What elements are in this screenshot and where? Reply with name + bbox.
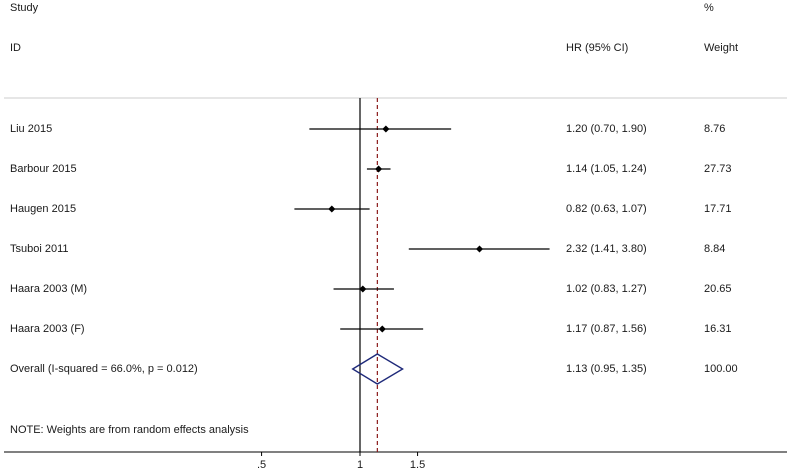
study-hr-ci: 1.20 (0.70, 1.90) bbox=[566, 123, 647, 135]
study-header: Study bbox=[10, 2, 39, 14]
weight-header: Weight bbox=[704, 42, 739, 54]
hr-header: HR (95% CI) bbox=[566, 42, 629, 54]
study-weight: 8.84 bbox=[704, 243, 726, 255]
study-hr-ci: 0.82 (0.63, 1.07) bbox=[566, 203, 647, 215]
study-hr-ci: 1.02 (0.83, 1.27) bbox=[566, 283, 647, 295]
x-tick-label: 1 bbox=[357, 459, 363, 471]
point-estimate-marker bbox=[328, 205, 336, 213]
study-id: Tsuboi 2011 bbox=[10, 243, 69, 255]
study-weight: 20.65 bbox=[704, 283, 732, 295]
study-id: Haara 2003 (M) bbox=[10, 283, 88, 295]
point-estimate-marker bbox=[359, 285, 367, 293]
overall-label: Overall (I-squared = 66.0%, p = 0.012) bbox=[10, 363, 198, 375]
overall-diamond bbox=[351, 353, 404, 385]
x-tick-label: .5 bbox=[257, 459, 266, 471]
study-id: Haugen 2015 bbox=[10, 203, 77, 215]
study-id: Barbour 2015 bbox=[10, 163, 77, 175]
study-weight: 17.71 bbox=[704, 203, 732, 215]
study-weight: 8.76 bbox=[704, 123, 726, 135]
point-estimate-marker bbox=[375, 165, 383, 173]
point-estimate-marker bbox=[378, 325, 386, 333]
study-weight: 16.31 bbox=[704, 323, 732, 335]
study-hr-ci: 1.14 (1.05, 1.24) bbox=[566, 163, 647, 175]
point-estimate-marker bbox=[382, 125, 390, 133]
study-id: Haara 2003 (F) bbox=[10, 323, 85, 335]
overall-hr-ci: 1.13 (0.95, 1.35) bbox=[566, 363, 647, 375]
weights-note: NOTE: Weights are from random effects an… bbox=[10, 424, 249, 436]
overall-weight: 100.00 bbox=[704, 363, 738, 375]
study-hr-ci: 2.32 (1.41, 3.80) bbox=[566, 243, 647, 255]
id-header: ID bbox=[10, 42, 21, 54]
x-tick-label: 1.5 bbox=[410, 459, 425, 471]
point-estimate-marker bbox=[475, 245, 484, 253]
study-weight: 27.73 bbox=[704, 163, 732, 175]
study-id: Liu 2015 bbox=[10, 123, 53, 135]
study-hr-ci: 1.17 (0.87, 1.56) bbox=[566, 323, 647, 335]
percent-header: % bbox=[704, 2, 714, 14]
